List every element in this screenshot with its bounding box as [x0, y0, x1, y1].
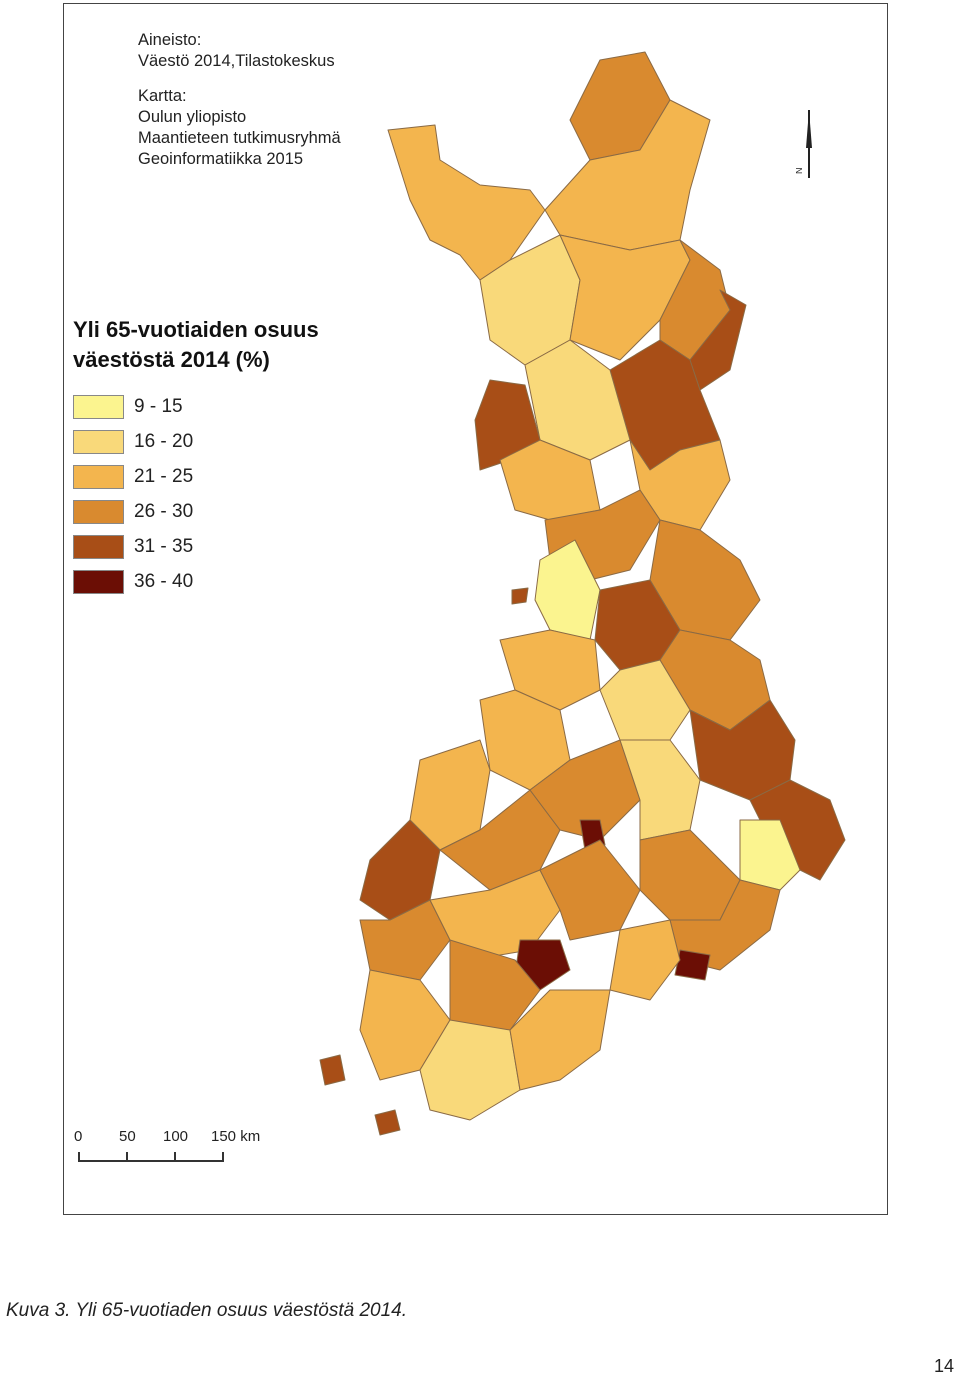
legend-title-line-1: Yli 65-vuotiaiden osuus	[73, 317, 319, 342]
legend-item: 16 - 20	[73, 424, 373, 459]
legend-swatch	[73, 569, 124, 594]
scale-label-150: 150 km	[211, 1128, 261, 1145]
legend-label: 21 - 25	[134, 465, 194, 487]
legend-title-line-2: väestöstä 2014 (%)	[73, 347, 270, 372]
legend-label: 16 - 20	[134, 430, 194, 452]
finland-choropleth-map	[319, 51, 846, 1136]
region-aland	[319, 1054, 346, 1086]
legend-label: 9 - 15	[134, 395, 183, 417]
scale-tick	[78, 1152, 80, 1162]
legend-item: 26 - 30	[73, 494, 373, 529]
legend-label: 36 - 40	[134, 570, 194, 592]
legend-items: 9 - 15 16 - 20 21 - 25 26 - 30 31 - 35 3…	[73, 389, 373, 599]
map-credits: Aineisto: Väestö 2014,Tilastokeskus Kart…	[138, 30, 341, 170]
region-paijat-hame	[539, 839, 641, 941]
region-island-coast	[511, 587, 529, 605]
map-legend: Yli 65-vuotiaiden osuus väestöstä 2014 (…	[73, 315, 373, 599]
figure-caption: Kuva 3. Yli 65-vuotiaden osuus väestöstä…	[6, 1300, 408, 1321]
region-island-southwest	[374, 1109, 401, 1136]
legend-item: 36 - 40	[73, 564, 373, 599]
legend-swatch	[73, 534, 124, 559]
map-org-1: Oulun yliopisto	[138, 108, 247, 126]
legend-swatch	[73, 394, 124, 419]
region-imatra	[674, 949, 711, 981]
scale-tick	[174, 1152, 176, 1162]
legend-item: 31 - 35	[73, 529, 373, 564]
region-kymenlaakso	[609, 919, 681, 1001]
scale-line	[78, 1160, 224, 1162]
scale-bar: 0 50 100 150 km	[74, 1128, 274, 1168]
north-arrow-icon: N	[796, 110, 812, 178]
map-org-2: Maantieteen tutkimusryhmä	[138, 129, 341, 147]
data-heading: Aineisto:	[138, 31, 202, 49]
page-number: 14	[933, 1356, 954, 1376]
north-label: N	[796, 168, 804, 175]
region-uusimaa-east	[509, 989, 611, 1091]
legend-title: Yli 65-vuotiaiden osuus väestöstä 2014 (…	[73, 315, 373, 375]
data-source: Väestö 2014,Tilastokeskus	[138, 52, 335, 70]
legend-label: 31 - 35	[134, 535, 194, 557]
region-north-karelia-north	[689, 699, 796, 801]
scale-label-50: 50	[119, 1128, 136, 1145]
region-joensuu	[739, 819, 801, 891]
scale-tick	[126, 1152, 128, 1162]
legend-item: 9 - 15	[73, 389, 373, 424]
scale-label-0: 0	[74, 1128, 83, 1145]
legend-swatch	[73, 464, 124, 489]
legend-swatch	[73, 499, 124, 524]
map-org-3: Geoinformatiikka 2015	[138, 150, 304, 168]
region-south-savo	[639, 829, 741, 921]
scale-tick	[222, 1152, 224, 1162]
region-lapland-northwest-arm	[387, 124, 546, 281]
legend-label: 26 - 30	[134, 500, 194, 522]
legend-swatch	[73, 429, 124, 454]
scale-label-100: 100	[163, 1128, 189, 1145]
legend-item: 21 - 25	[73, 459, 373, 494]
map-heading: Kartta:	[138, 87, 187, 105]
